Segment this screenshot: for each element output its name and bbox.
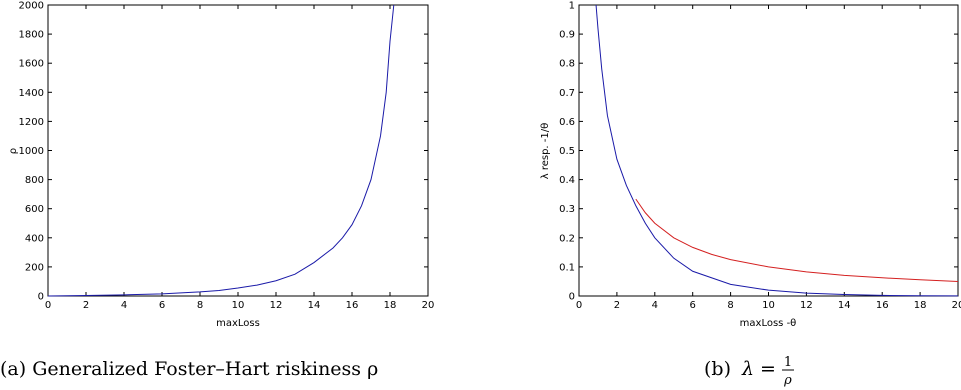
chart-a-ytick-label: 800 xyxy=(25,175,44,186)
chart-a-xtick-label: 6 xyxy=(159,300,165,311)
chart-b-ytick-label: 0.9 xyxy=(559,30,575,41)
chart-b-ytick-label: 1 xyxy=(569,1,575,12)
chart-a-caption: (a) Generalized Foster–Hart riskiness ρ xyxy=(0,358,378,380)
chart-a-xtick-label: 16 xyxy=(346,300,359,311)
chart-a-xtick-label: 12 xyxy=(270,300,283,311)
chart-a-series-line-1 xyxy=(47,4,395,297)
chart-b-xtick-label: 16 xyxy=(876,300,889,311)
chart-a-xtick-label: 20 xyxy=(422,300,435,311)
chart-a: 0 2 4 6 8 10 12 14 16 18 2002004006008001000120014… xyxy=(0,1,434,381)
chart-b-xtick-label: 8 xyxy=(727,300,733,311)
chart-b-ytick-label: 0.4 xyxy=(559,175,575,186)
chart-a-ylabel: ρ xyxy=(8,148,19,154)
chart-b-caption-lambda: λ xyxy=(741,358,754,380)
chart-b-ytick-label: 0.2 xyxy=(559,233,575,244)
chart-b-xtick-label: 18 xyxy=(914,300,927,311)
chart-b-series-line-1 xyxy=(595,4,959,297)
chart-b-ytick-label: 0.3 xyxy=(559,204,575,215)
chart-a-ytick-label: 1800 xyxy=(19,30,44,41)
chart-b-ytick-label: 0.8 xyxy=(559,59,575,70)
chart-a-xtick-label: 2 xyxy=(83,300,89,311)
chart-b-ytick-label: 0.7 xyxy=(559,88,575,99)
chart-b-ticks: 0 2 4 6 8 10 12 14 16 18 20 0 0.1 0.2 0.3 0.4 0.5 0.6 0.7 0… xyxy=(559,1,961,312)
chart-b-ytick-label: 0.1 xyxy=(559,262,575,273)
chart-b-series xyxy=(595,4,959,297)
chart-a-xtick-label: 10 xyxy=(232,300,245,311)
chart-b-xtick-label: 6 xyxy=(690,300,696,311)
chart-b-ytick-label: 0 xyxy=(569,292,575,303)
chart-a-ticks: 0 2 4 6 8 10 12 14 16 18 2002004006008001000120014… xyxy=(19,1,435,312)
chart-a-xtick-label: 14 xyxy=(308,300,321,311)
chart-b-xtick-label: 12 xyxy=(800,300,813,311)
chart-a-xtick-label: 0 xyxy=(45,300,51,311)
chart-a-ytick-label: 400 xyxy=(25,233,44,244)
chart-b-caption: (b) λ = 1 ρ xyxy=(704,355,794,388)
chart-b: 0 2 4 6 8 10 12 14 16 18 20 0 0.1 0.2 0.3 0.4 0.5 0.6 0.7 0… xyxy=(540,1,961,389)
chart-b-caption-numerator: 1 xyxy=(784,355,792,370)
chart-a-xtick-label: 8 xyxy=(197,300,203,311)
chart-b-xtick-label: 10 xyxy=(762,300,775,311)
chart-b-ytick-label: 0.5 xyxy=(559,146,575,157)
chart-b-ytick-label: 0.6 xyxy=(559,117,575,128)
chart-b-xtick-label: 4 xyxy=(652,300,658,311)
chart-a-ytick-label: 2000 xyxy=(19,1,44,12)
chart-b-xlabel: maxLoss -θ xyxy=(740,318,797,329)
chart-b-xtick-label: 20 xyxy=(952,300,961,311)
chart-a-ytick-label: 1000 xyxy=(19,146,44,157)
chart-a-ytick-label: 0 xyxy=(38,292,44,303)
chart-a-xlabel: maxLoss xyxy=(216,318,260,329)
chart-b-caption-equals: = xyxy=(760,358,776,380)
chart-b-ylabel: λ resp. -1/θ xyxy=(540,123,551,180)
chart-a-ytick-label: 1200 xyxy=(19,117,44,128)
chart-a-xtick-label: 4 xyxy=(121,300,127,311)
chart-a-series xyxy=(47,4,395,297)
chart-b-caption-denominator: ρ xyxy=(783,373,792,388)
chart-b-series-line-2 xyxy=(635,198,959,282)
chart-a-ytick-label: 200 xyxy=(25,262,44,273)
chart-b-xtick-label: 0 xyxy=(576,300,582,311)
chart-b-plot-area xyxy=(578,4,959,297)
chart-b-xtick-label: 2 xyxy=(614,300,620,311)
chart-b-xtick-label: 14 xyxy=(838,300,851,311)
chart-a-xtick-label: 18 xyxy=(384,300,397,311)
chart-a-ytick-label: 1400 xyxy=(19,88,44,99)
chart-a-ytick-label: 600 xyxy=(25,204,44,215)
chart-b-caption-prefix: (b) xyxy=(704,358,731,380)
chart-a-ytick-label: 1600 xyxy=(19,59,44,70)
chart-a-plot-area xyxy=(47,4,429,297)
